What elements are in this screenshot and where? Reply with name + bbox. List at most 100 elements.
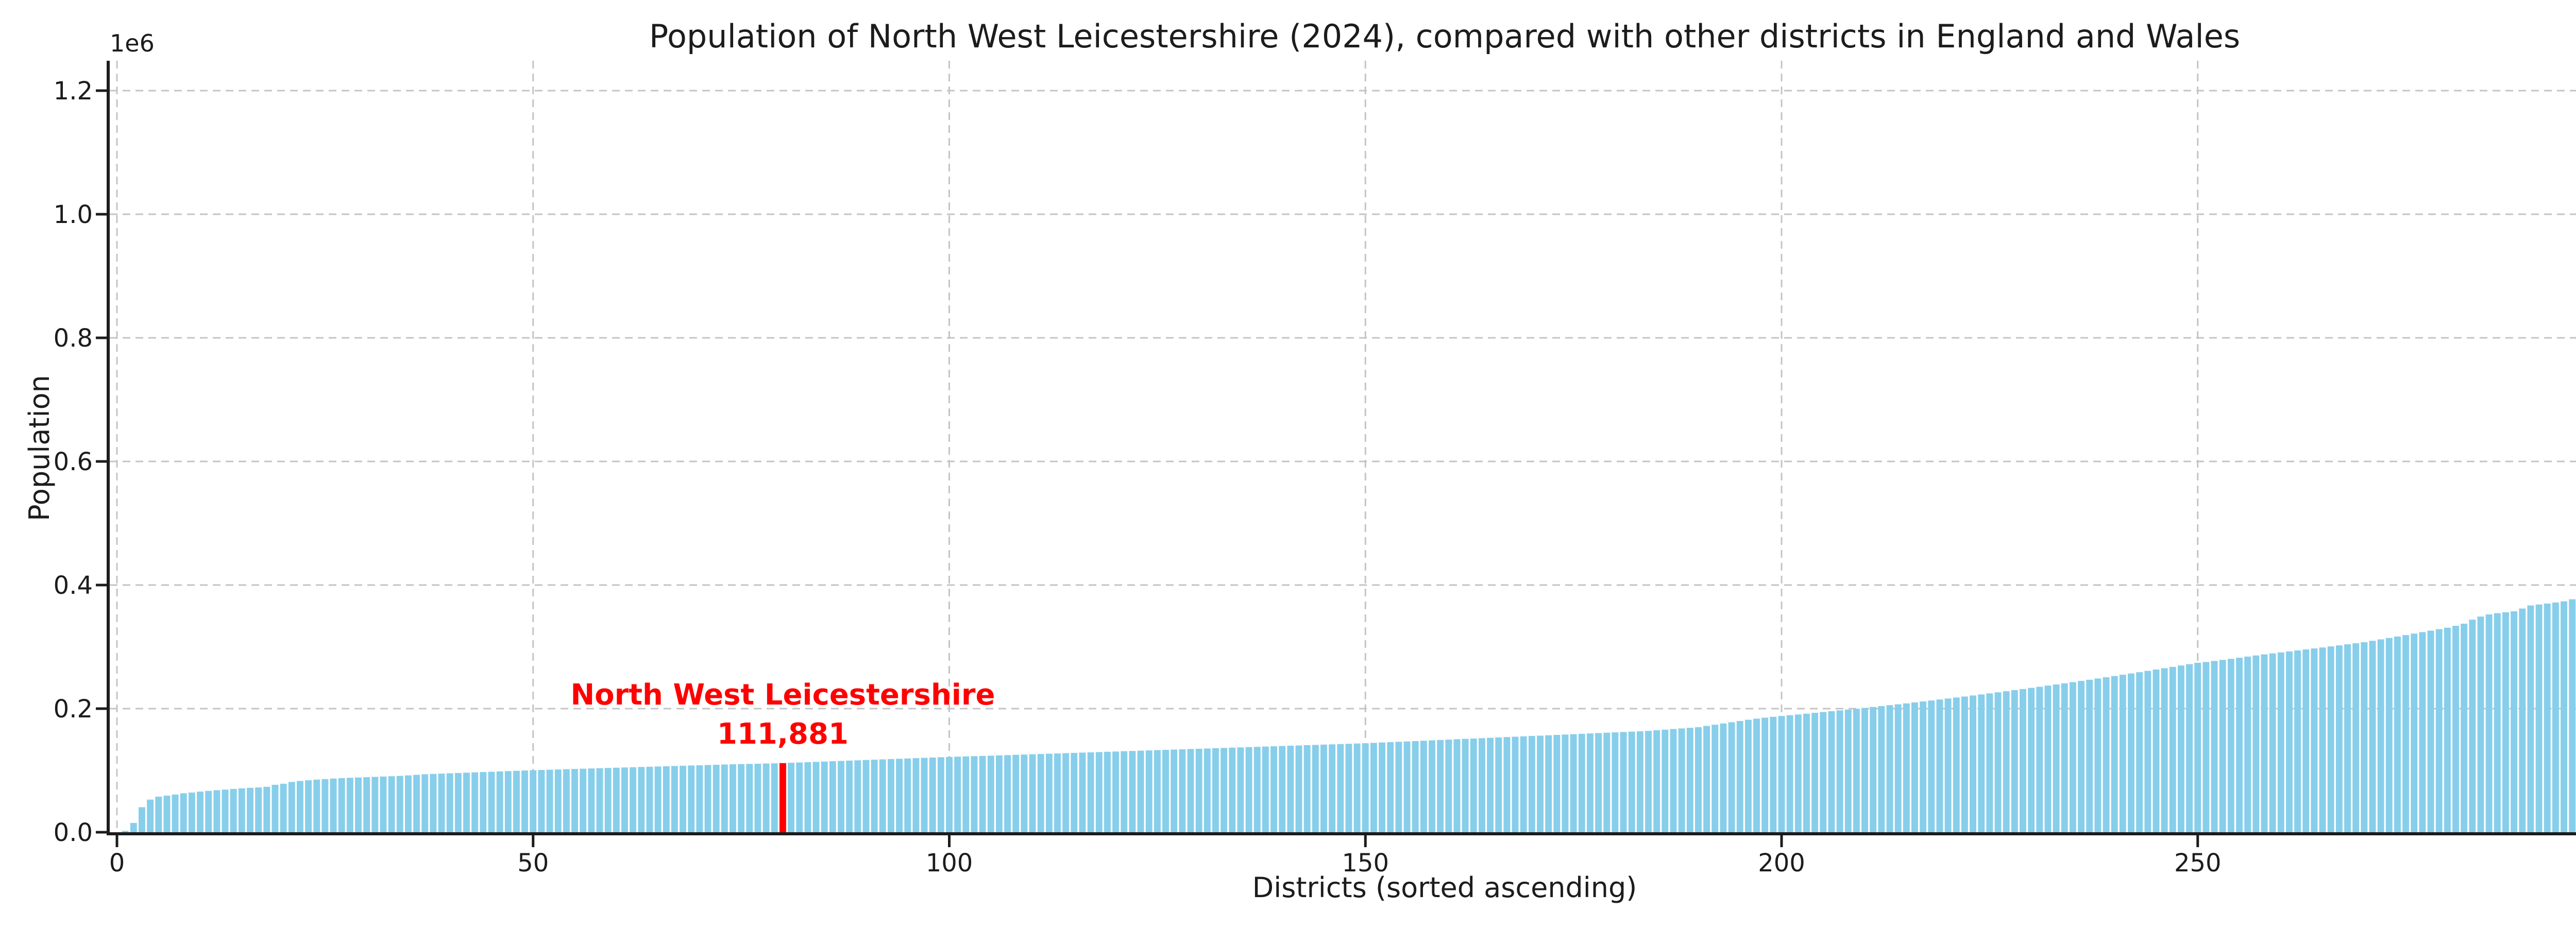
bar — [1195, 748, 1202, 832]
bar — [538, 770, 545, 832]
bar — [388, 776, 395, 832]
bar — [1045, 753, 1053, 832]
bar — [1503, 737, 1511, 832]
bar — [1761, 717, 1769, 832]
bar — [1936, 699, 1943, 832]
bar — [1104, 751, 1111, 832]
y-tick-label: 0.8 — [54, 324, 93, 353]
bar — [1495, 737, 1502, 832]
bar — [2153, 670, 2160, 832]
bar — [1345, 744, 1352, 832]
bar — [2327, 646, 2334, 832]
bar — [1262, 746, 1269, 832]
bar — [2011, 690, 2018, 832]
bar — [222, 789, 229, 832]
bar — [2402, 635, 2410, 832]
bar — [1295, 745, 1302, 832]
bar — [430, 774, 437, 832]
bar — [2227, 659, 2234, 832]
bar — [971, 756, 978, 832]
bar — [1212, 748, 1219, 832]
bar — [1570, 734, 1577, 832]
bar — [2244, 656, 2251, 832]
bar — [1154, 750, 1161, 832]
bar — [2177, 665, 2184, 832]
bar — [371, 777, 379, 832]
bar — [2361, 642, 2368, 832]
bar — [2335, 645, 2343, 832]
bar — [646, 766, 653, 832]
bar — [1586, 733, 1594, 832]
bars — [122, 599, 2576, 832]
y-tick-label: 0.4 — [54, 571, 93, 600]
bar — [2078, 681, 2085, 832]
bar — [255, 787, 262, 832]
bar — [937, 757, 944, 832]
bar — [1578, 733, 1585, 832]
bar — [862, 760, 870, 832]
bar — [2061, 683, 2068, 832]
bar — [2286, 651, 2293, 832]
bar — [1087, 752, 1094, 832]
bar — [1221, 748, 1228, 832]
bar — [1204, 748, 1211, 832]
bar — [1595, 733, 1602, 832]
bar — [1270, 746, 1277, 832]
bar — [2144, 671, 2151, 832]
bar — [2161, 668, 2168, 832]
bar — [704, 765, 711, 832]
bar — [621, 767, 628, 832]
bar — [1453, 739, 1461, 832]
bar — [762, 763, 770, 832]
bar — [1412, 741, 1419, 832]
bar — [2544, 604, 2551, 832]
bar — [962, 756, 970, 832]
bar — [995, 755, 1003, 832]
bar — [2394, 636, 2401, 832]
x-tick-label: 250 — [2174, 849, 2222, 878]
bar — [2435, 629, 2443, 832]
bar — [330, 778, 337, 832]
bar — [2111, 676, 2118, 832]
bar — [1870, 707, 1877, 832]
bar — [2352, 643, 2360, 832]
x-ticks: 050100150200250300 — [109, 835, 2222, 878]
bar — [1944, 698, 1952, 832]
bar — [730, 764, 736, 832]
bar — [2535, 604, 2543, 832]
bar — [1004, 755, 1011, 832]
bar — [654, 766, 662, 832]
bar — [139, 807, 145, 832]
bar — [1079, 752, 1086, 832]
bar — [2419, 632, 2426, 832]
bar — [454, 772, 462, 832]
bar — [1387, 742, 1394, 832]
bar — [438, 774, 445, 832]
bar — [247, 787, 253, 832]
bar — [197, 792, 204, 832]
bar — [771, 763, 778, 832]
bar — [1562, 734, 1569, 832]
bar — [2561, 601, 2568, 832]
bar — [180, 793, 187, 832]
bar — [1487, 737, 1494, 832]
bar — [504, 771, 512, 832]
bar — [1636, 731, 1643, 832]
bar — [1012, 754, 1020, 832]
bar — [2294, 650, 2301, 832]
bar — [471, 772, 479, 832]
bar — [671, 766, 678, 832]
bar — [1362, 743, 1369, 832]
bar — [663, 766, 670, 832]
bar — [613, 767, 620, 832]
bar — [563, 769, 570, 832]
bar — [1603, 732, 1611, 832]
bar — [238, 788, 245, 832]
bar — [796, 762, 803, 832]
bar — [1678, 728, 1685, 832]
bar — [1395, 742, 1402, 832]
bar — [788, 763, 795, 832]
bar — [821, 761, 828, 832]
bar — [1703, 726, 1710, 832]
